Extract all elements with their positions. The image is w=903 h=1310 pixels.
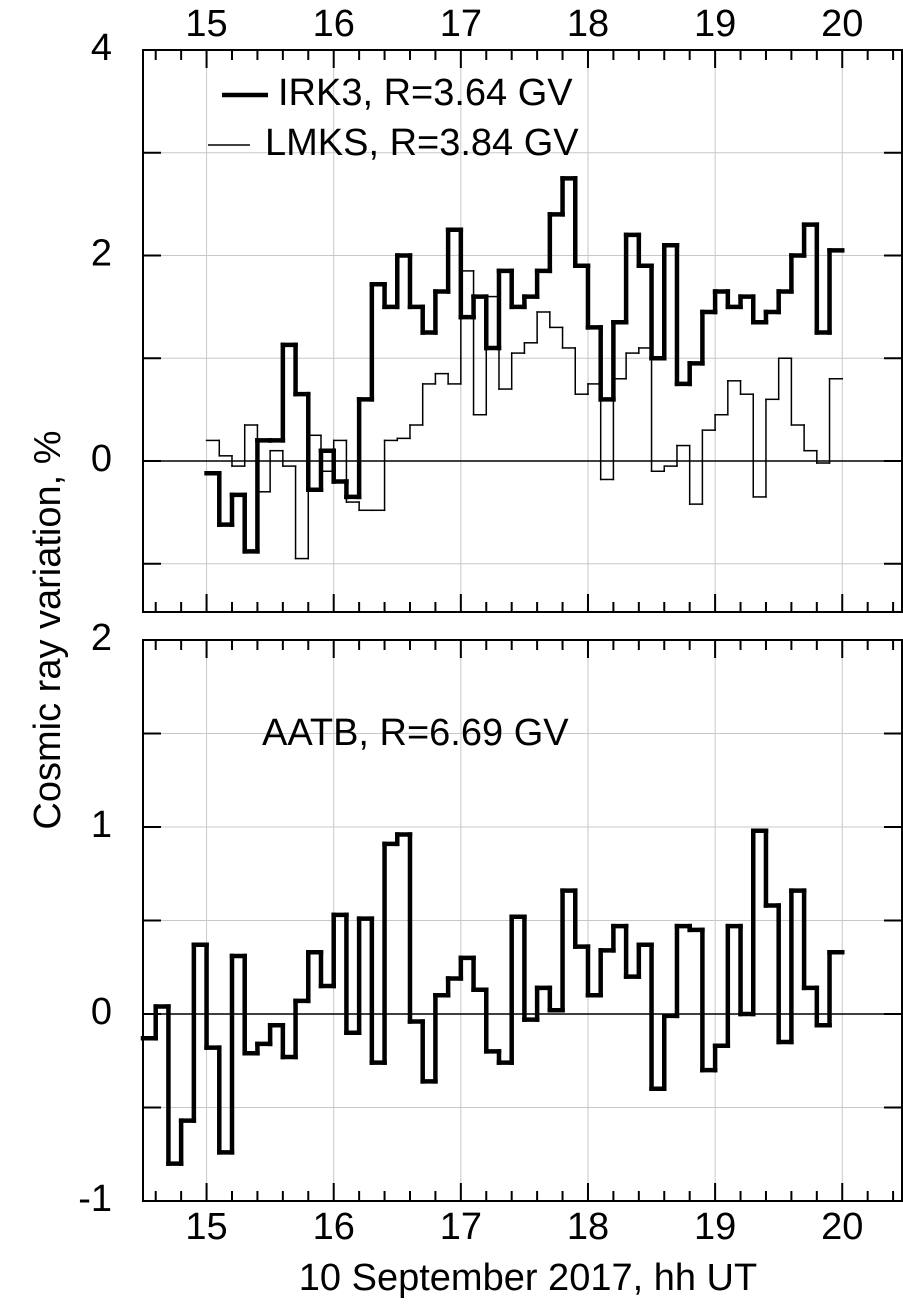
x-tick-label: 18 (567, 1206, 609, 1248)
legend-label: LMKS, R=3.84 GV (265, 122, 579, 164)
y-tick-label: 2 (91, 233, 112, 275)
x-tick-label: 19 (694, 3, 736, 45)
x-tick-label: 16 (313, 3, 355, 45)
x-tick-label: 16 (313, 1206, 355, 1248)
x-tick-label: 15 (185, 3, 227, 45)
plot-frame (142, 49, 903, 613)
y-tick-label: 2 (91, 617, 112, 659)
x-tick-label: 15 (185, 1206, 227, 1248)
y-tick-label: -1 (78, 1178, 112, 1220)
y-axis-label: Cosmic ray variation, % (27, 430, 69, 829)
y-tick-label: 4 (91, 27, 112, 69)
legend-label: IRK3, R=3.64 GV (278, 72, 573, 114)
x-tick-label: 17 (440, 3, 482, 45)
x-tick-label: 17 (440, 1206, 482, 1248)
x-axis-label: 10 September 2017, hh UT (299, 1257, 757, 1299)
x-tick-label: 19 (694, 1206, 736, 1248)
y-tick-label: 1 (91, 804, 112, 846)
x-tick-label: 20 (821, 3, 863, 45)
x-tick-label: 20 (821, 1206, 863, 1248)
y-tick-label: 0 (91, 991, 112, 1033)
x-tick-label: 18 (567, 3, 609, 45)
series-annotation: AATB, R=6.69 GV (262, 712, 569, 754)
y-tick-label: 0 (91, 438, 112, 480)
